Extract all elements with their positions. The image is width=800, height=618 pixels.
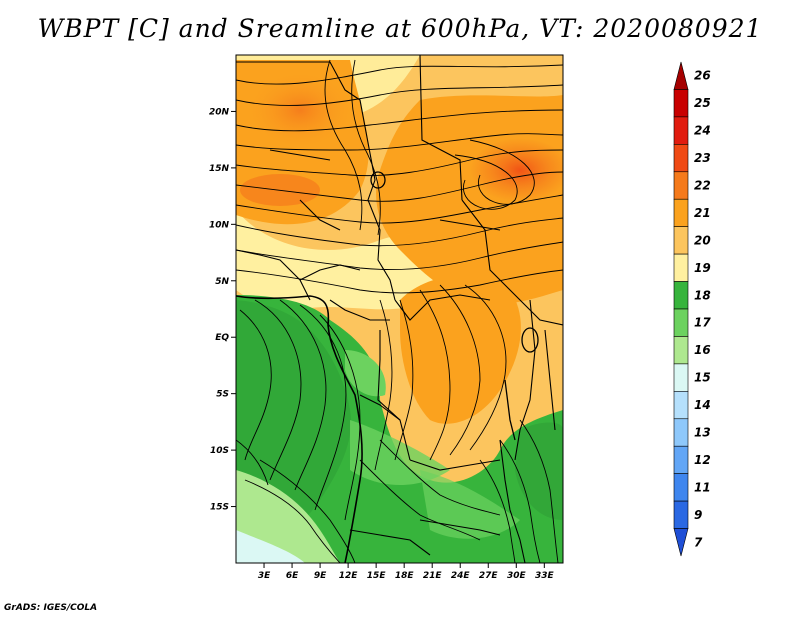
colorbar-swatch	[673, 198, 689, 227]
colorbar-label: 24	[694, 124, 711, 138]
longitude-axis: 3E 6E 9E 12E 15E 18E 21E 24E 27E 30E 33E	[258, 563, 555, 581]
colorbar-swatch	[673, 363, 689, 392]
colorbar-swatch	[673, 528, 689, 557]
lon-tick-label: 18E	[395, 571, 415, 581]
map-frame	[235, 54, 564, 564]
colorbar-swatch	[673, 116, 689, 145]
colorbar-swatch	[673, 308, 689, 337]
lon-tick-label: 15E	[367, 571, 387, 581]
map-title: WBPT [C] and Sreamline at 600hPa, VT: 20…	[37, 14, 763, 43]
colorbar-swatch	[673, 253, 689, 282]
lat-tick-label: 10S	[210, 446, 229, 456]
lon-tick-label: 6E	[286, 571, 299, 581]
colorbar-label: 23	[694, 151, 711, 165]
colorbar-label: 25	[694, 96, 711, 110]
lon-tick-label: 33E	[535, 571, 555, 581]
colorbar-swatch	[673, 473, 689, 502]
colorbar-swatch	[673, 418, 689, 447]
colorbar-label: 9	[694, 508, 702, 522]
lake-outlines	[370, 171, 539, 441]
lat-tick-label: 5N	[215, 277, 229, 287]
colorbar-label: 20	[694, 233, 711, 247]
lon-tick-label: 27E	[479, 571, 499, 581]
lat-tick-label: 10N	[209, 220, 230, 230]
colorbar-label: 13	[694, 426, 711, 440]
lon-tick-label: 30E	[507, 571, 527, 581]
wbpt-field	[236, 55, 563, 563]
colorbar-label: 11	[694, 480, 711, 494]
colorbar-swatch	[673, 171, 689, 200]
lon-tick-label: 21E	[423, 571, 443, 581]
colorbar-label: 19	[694, 261, 711, 275]
lon-tick-label: 12E	[339, 571, 359, 581]
lon-tick-label: 3E	[258, 571, 271, 581]
colorbar-label: 18	[694, 288, 711, 302]
grads-credit: GrADS: IGES/COLA	[4, 603, 98, 613]
lat-tick-label: 15N	[209, 164, 230, 174]
colorbar-label: 22	[694, 179, 711, 193]
colorbar-swatch	[673, 144, 689, 173]
colorbar-swatch	[673, 61, 689, 90]
colorbar-label: 17	[694, 316, 711, 330]
lat-tick-label: 20N	[209, 107, 230, 117]
colorbar-label: 14	[694, 398, 711, 412]
lon-tick-label: 24E	[451, 571, 471, 581]
lat-tick-label: EQ	[215, 333, 229, 343]
colorbar-swatch	[673, 500, 689, 529]
colorbar-swatch	[673, 445, 689, 474]
colorbar-swatch	[673, 391, 689, 420]
colorbar-swatch	[673, 89, 689, 118]
colorbar-label: 16	[694, 343, 711, 357]
latitude-axis: 20N 15N 10N 5N EQ 5S 10S 15S	[209, 107, 236, 513]
colorbar-swatch	[673, 226, 689, 255]
lat-tick-label: 15S	[210, 503, 229, 513]
lat-tick-label: 5S	[216, 390, 229, 400]
colorbar-label: 7	[694, 535, 703, 549]
coastline	[236, 295, 363, 563]
lon-tick-label: 9E	[314, 571, 327, 581]
colorbar-swatch	[673, 281, 689, 310]
country-borders	[236, 55, 563, 563]
colorbar-label: 12	[694, 453, 711, 467]
colorbar-label: 15	[694, 371, 711, 385]
colorbar-label: 21	[694, 206, 711, 220]
colorbar: 26 25 24 23 22 21 20 19 18 17 16 15 14 13 12 11 9 7	[673, 61, 711, 557]
streamlines	[236, 59, 563, 563]
colorbar-swatch	[673, 336, 689, 365]
colorbar-label: 26	[694, 69, 711, 83]
